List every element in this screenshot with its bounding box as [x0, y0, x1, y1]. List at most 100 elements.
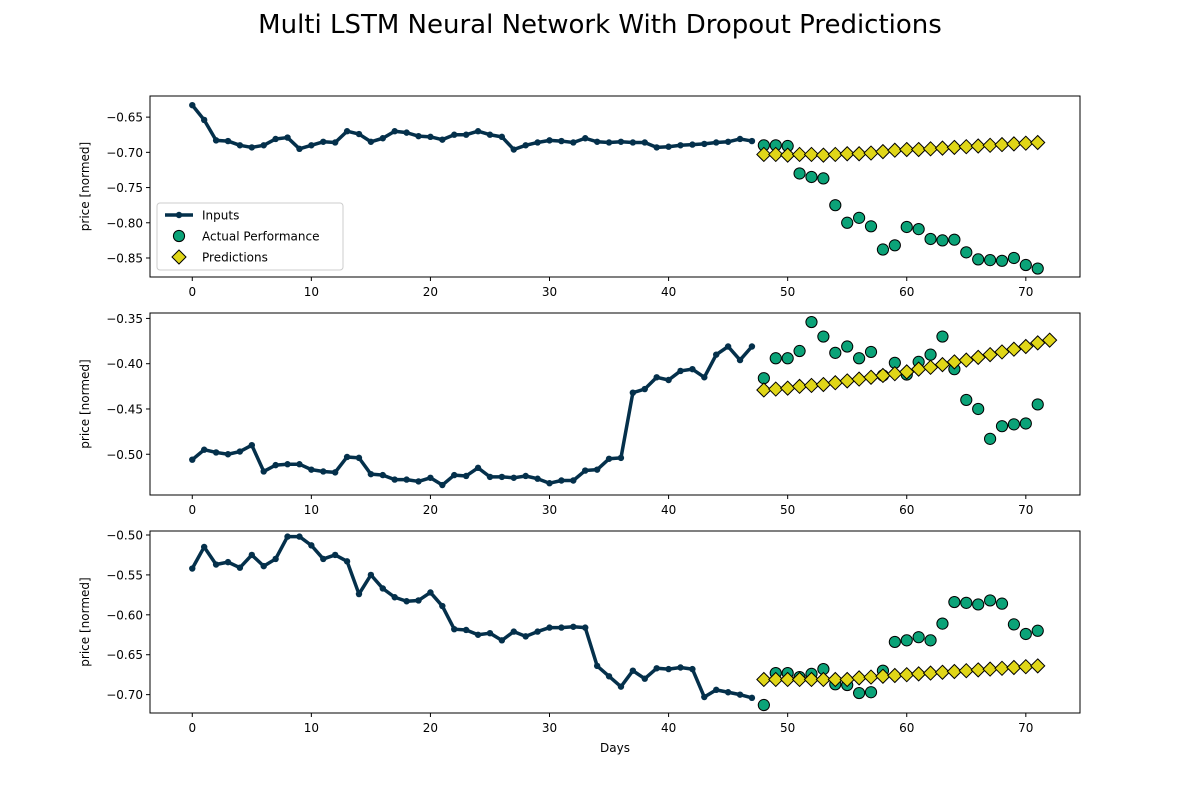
- input-point: [677, 367, 684, 375]
- input-point: [403, 476, 410, 483]
- actual-point: [853, 686, 866, 700]
- actual-point: [1019, 258, 1032, 272]
- actual-point: [864, 686, 878, 699]
- prediction-point: [863, 369, 879, 385]
- input-point: [260, 562, 267, 570]
- prediction-point: [970, 138, 986, 154]
- input-point: [736, 135, 744, 143]
- actual-point: [817, 330, 830, 343]
- y-tick-label: −0.50: [106, 448, 143, 462]
- prediction-point: [982, 137, 998, 154]
- input-point: [534, 628, 541, 635]
- prediction-point: [970, 349, 986, 366]
- prediction-point: [934, 664, 951, 680]
- x-tick-label: 10: [304, 285, 319, 299]
- actual-point: [793, 344, 806, 358]
- prediction-point: [946, 663, 963, 680]
- actual-point: [948, 233, 961, 246]
- input-point: [212, 561, 220, 568]
- input-point: [343, 128, 351, 135]
- input-point: [474, 128, 482, 135]
- prediction-point: [982, 346, 998, 363]
- actual-point: [864, 220, 878, 233]
- actual-point: [924, 634, 937, 647]
- prediction-point: [768, 146, 784, 163]
- actual-point: [936, 617, 949, 630]
- input-point: [617, 138, 625, 145]
- input-point: [451, 131, 458, 138]
- input-point: [284, 134, 291, 141]
- prediction-point: [1041, 332, 1058, 348]
- prediction-point: [994, 660, 1010, 677]
- input-point: [296, 145, 303, 153]
- prediction-point: [779, 147, 796, 163]
- input-point: [439, 136, 446, 143]
- series-line-inputs: [190, 103, 754, 152]
- legend-inputs-marker: [175, 211, 183, 219]
- actual-point: [757, 372, 770, 385]
- input-point: [748, 694, 756, 702]
- actual-point: [924, 232, 937, 246]
- x-tick-label: 30: [542, 721, 557, 735]
- input-point: [558, 624, 565, 631]
- x-tick-label: 0: [188, 285, 196, 299]
- actual-point: [960, 596, 973, 609]
- actual-point: [757, 698, 770, 712]
- actual-point: [1019, 417, 1032, 430]
- x-tick-label: 70: [1018, 721, 1033, 735]
- actual-point: [829, 199, 842, 212]
- actual-point: [900, 220, 913, 234]
- input-point: [629, 389, 637, 396]
- input-point: [582, 624, 589, 631]
- input-point: [546, 137, 553, 144]
- input-point: [224, 137, 232, 145]
- input-point: [689, 141, 696, 148]
- input-point: [486, 629, 494, 637]
- input-point: [724, 689, 732, 696]
- prediction-point: [863, 669, 879, 685]
- prediction-point: [1018, 338, 1034, 355]
- input-point: [439, 602, 446, 610]
- input-point: [415, 132, 422, 140]
- prediction-point: [768, 671, 784, 688]
- y-tick-label: −0.80: [106, 216, 143, 230]
- input-point: [391, 594, 398, 601]
- legend-actual-marker: [172, 229, 186, 243]
- prediction-point: [994, 136, 1010, 153]
- prediction-point: [887, 365, 903, 382]
- prediction-point: [756, 146, 772, 163]
- x-tick-label: 70: [1018, 285, 1033, 299]
- y-tick-label: −0.85: [106, 251, 143, 265]
- input-point: [284, 533, 291, 540]
- input-point: [200, 543, 208, 551]
- input-point: [498, 473, 506, 481]
- input-point: [665, 143, 672, 150]
- input-point: [724, 138, 732, 145]
- prediction-point: [875, 143, 891, 160]
- actual-point: [853, 211, 866, 224]
- x-tick-label: 20: [423, 503, 438, 517]
- input-point: [355, 130, 363, 138]
- prediction-point: [899, 666, 915, 683]
- input-point: [558, 477, 565, 484]
- actual-point: [864, 345, 878, 359]
- input-point: [713, 351, 720, 358]
- actual-point: [1031, 624, 1044, 637]
- prediction-point: [756, 671, 772, 688]
- input-point: [439, 481, 446, 489]
- y-tick-label: −0.45: [106, 402, 143, 416]
- input-point: [367, 470, 375, 478]
- prediction-point: [934, 140, 951, 156]
- actual-point: [805, 315, 818, 329]
- input-point: [331, 469, 339, 476]
- y-tick-label: −0.40: [106, 357, 143, 371]
- actual-point: [769, 352, 782, 365]
- input-point: [331, 551, 339, 559]
- input-point: [546, 624, 553, 631]
- y-axis-label: price [normed]: [78, 577, 92, 666]
- actual-point: [781, 352, 794, 365]
- actual-point: [1031, 398, 1044, 411]
- prediction-point: [791, 378, 808, 395]
- input-point: [272, 135, 279, 143]
